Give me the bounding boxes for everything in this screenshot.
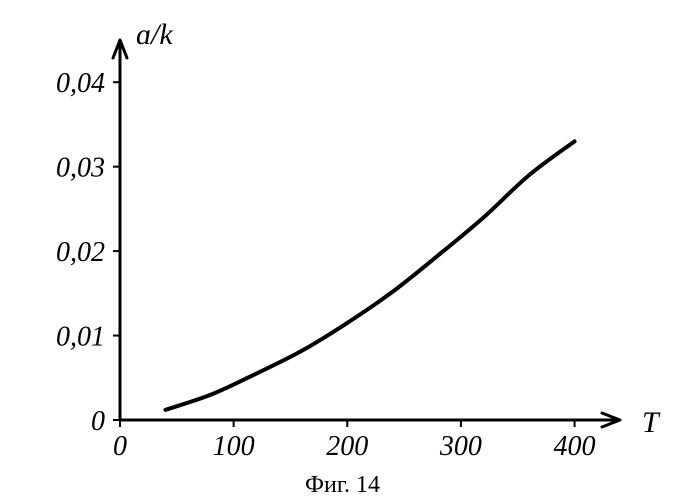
x-tick-label: 300 xyxy=(439,431,482,462)
y-axis-label: ɑ/k xyxy=(136,18,173,51)
line-chart: 0 100 200 300 400 0 0,01 0,02 0,03 0,04 Tɑ/k Фиг. 1… xyxy=(0,0,685,500)
x-tick-label: 100 xyxy=(213,431,255,462)
x-axis-label: T xyxy=(642,406,661,439)
y-tick-label: 0,01 xyxy=(56,321,105,352)
y-tick-label: 0,03 xyxy=(56,152,105,183)
y-tick-label: 0,02 xyxy=(56,237,105,268)
x-tick-label: 0 xyxy=(113,431,127,462)
data-curve xyxy=(165,141,574,410)
y-tick-label: 0,04 xyxy=(56,68,105,99)
y-tick-label: 0 xyxy=(91,406,105,437)
figure-caption: Фиг. 14 xyxy=(305,472,380,498)
x-tick-label: 200 xyxy=(326,431,368,462)
x-tick-label: 400 xyxy=(554,431,596,462)
